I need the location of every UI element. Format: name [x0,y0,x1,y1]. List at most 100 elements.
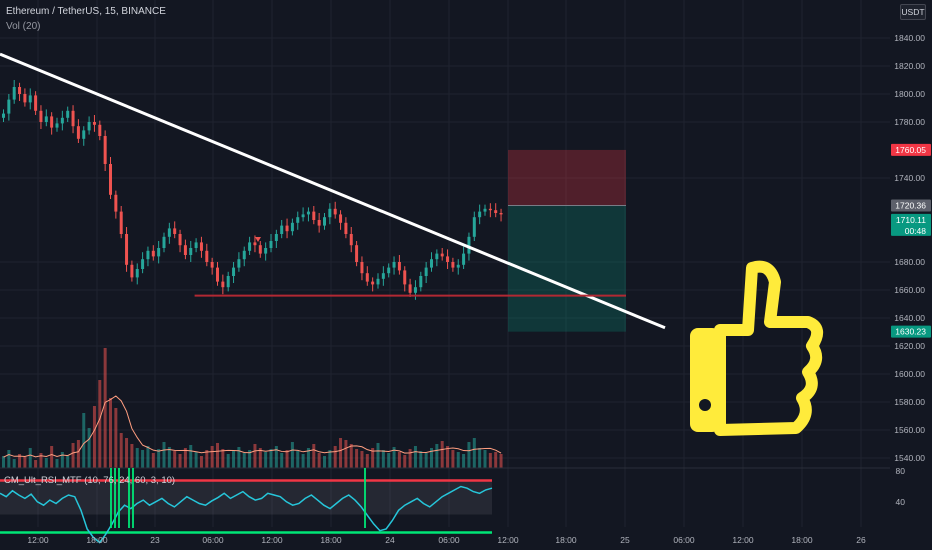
volume-bar [18,454,22,468]
entry-price-tag: 1720.36 [895,200,926,210]
volume-bar [312,444,316,468]
price-tick-label: 1800.00 [894,89,925,99]
candle-body [76,126,80,139]
candle-body [424,267,428,276]
last-price-tag-bg [891,213,931,236]
thumb-cuff-dot [699,399,711,411]
volume-bar [397,452,401,468]
volume-bar [60,452,64,468]
volume-bar [130,444,134,468]
volume-bar [349,444,353,468]
take-profit-zone [508,205,626,332]
candle-body [264,248,268,254]
thumb-outline [714,260,824,436]
volume-bar [125,438,129,468]
drawings[interactable] [0,52,666,330]
volume-bar [242,453,246,468]
volume-bar [141,450,145,468]
candle-body [333,208,337,215]
candle-body [306,211,310,215]
axes: 1840.00 1820.00 1800.00 1780.00 1740.00 1680.… [27,33,931,545]
price-tick-label: 1820.00 [894,61,925,71]
volume-bar [178,454,182,468]
candle-body [162,236,166,248]
volume-bar [467,442,471,468]
volume-bar [392,447,396,468]
candle-body [157,248,161,257]
candle-body [467,236,471,254]
volume-bar [237,447,241,468]
candle-body [221,281,225,288]
volume-bar [446,446,450,468]
candle-body [109,164,112,195]
volume-bar [413,446,417,468]
candle-body [98,124,102,136]
rsi-indicator-label[interactable]: CM_Ult_RSI_MTF (10, 76, 24, 60, 3, 10) [4,475,176,486]
rsi-tick-label: 80 [896,466,906,476]
volume-bar [167,447,171,468]
price-tick-label: 1640.00 [894,313,925,323]
candle-body [483,208,487,212]
volume-bar [199,456,203,468]
candle-body [232,267,236,276]
time-tick-label: 06:00 [438,535,460,545]
volume-bar [483,450,487,468]
candle-body [130,264,134,278]
candle-body [413,287,417,293]
time-tick-label: 18:00 [555,535,577,545]
volume-bar [333,446,337,468]
rsi-signal-bar [132,468,134,528]
volume-bar [462,454,466,468]
candle-body [216,267,219,282]
volume-bar [248,450,252,468]
price-tick-label: 1540.00 [894,453,925,463]
volume-bar [403,455,407,468]
volume-ma-line [3,395,502,458]
short-position-tool[interactable] [508,149,626,332]
candle-body [205,250,209,262]
candle-body [499,213,503,215]
volume-bar [34,460,38,468]
candle-body [296,217,300,223]
candle-body [114,194,118,212]
volume-bar [12,459,16,468]
candle-body [141,259,145,269]
stop-loss-zone [508,149,626,206]
candle-body [478,211,482,218]
candle-body [344,222,348,234]
volume-bar [226,454,230,468]
candle-body [355,245,359,262]
volume-bar [232,451,236,468]
volume-indicator-label[interactable]: Vol (20) [6,21,41,32]
candle-body [472,217,476,237]
currency-button[interactable]: USDT [900,4,926,20]
candle-body [381,273,385,279]
candle-body [18,87,22,94]
candle-body [151,250,155,257]
volume-bar [387,453,391,468]
volume-bar [76,440,80,468]
price-tick-label: 1600.00 [894,369,925,379]
candle-body [23,94,27,103]
volume-bar [494,452,498,468]
volume-bar [50,446,54,468]
volume-bar [2,456,5,468]
candles [2,80,503,300]
time-tick-label: 12:00 [261,535,283,545]
time-tick-label: 18:00 [86,535,108,545]
volume-bar [98,380,102,468]
volume-bar [301,454,305,468]
volume-bar [408,449,412,468]
time-tick-label: 12:00 [732,535,754,545]
candle-body [360,262,364,274]
candle-body [60,117,64,124]
volume-bar [285,450,289,468]
volume-bar [253,444,257,468]
symbol-title[interactable]: Ethereum / TetherUS, 15, BINANCE [6,6,166,17]
candle-body [488,208,492,211]
target-price-tag-bg [891,325,931,338]
candle-body [28,95,32,103]
price-tick-label: 1680.00 [894,257,925,267]
candle-body [2,113,5,118]
